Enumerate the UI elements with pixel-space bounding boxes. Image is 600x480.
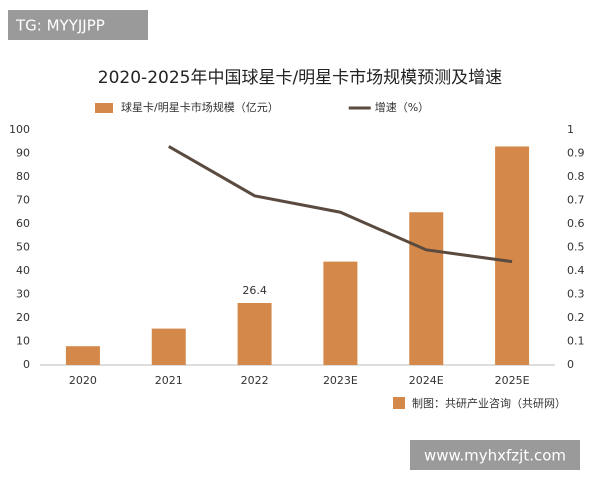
y2-tick-label: 0.3 bbox=[567, 288, 585, 301]
y-tick-label: 0 bbox=[23, 358, 30, 371]
x-tick-label: 2023E bbox=[323, 374, 358, 387]
watermark: www.myhxfzjt.com bbox=[424, 447, 566, 465]
x-tick-label: 2021 bbox=[155, 374, 183, 387]
x-tick-label: 2025E bbox=[495, 374, 530, 387]
watermark-box bbox=[410, 440, 580, 470]
bar bbox=[237, 302, 272, 365]
bar bbox=[323, 261, 358, 365]
y-tick-label: 20 bbox=[16, 311, 30, 324]
watermark-box bbox=[8, 10, 148, 40]
y2-tick-label: 0.8 bbox=[567, 170, 585, 183]
y2-tick-label: 1 bbox=[567, 123, 574, 136]
bar bbox=[409, 212, 444, 365]
watermark: TG: MYYJJPP bbox=[15, 17, 105, 35]
y-tick-label: 40 bbox=[16, 264, 30, 277]
data-label: 26.4 bbox=[242, 284, 267, 297]
x-tick-label: 2020 bbox=[69, 374, 97, 387]
x-tick-label: 2022 bbox=[241, 374, 269, 387]
y-tick-label: 30 bbox=[16, 288, 30, 301]
y2-tick-label: 0 bbox=[567, 358, 574, 371]
legend-swatch bbox=[95, 103, 113, 113]
source: 制图：共研产业咨询（共研网） bbox=[412, 396, 566, 410]
bar bbox=[495, 146, 530, 365]
y2-tick-label: 0.4 bbox=[567, 264, 585, 277]
y2-tick-label: 0.2 bbox=[567, 311, 585, 324]
bar bbox=[65, 346, 100, 365]
y2-tick-label: 0.9 bbox=[567, 147, 585, 160]
y-tick-label: 90 bbox=[16, 147, 30, 160]
y2-tick-label: 0.6 bbox=[567, 217, 585, 230]
y2-tick-label: 0.5 bbox=[567, 241, 585, 254]
x-tick-label: 2024E bbox=[409, 374, 444, 387]
source-icon bbox=[393, 397, 405, 409]
y-tick-label: 60 bbox=[16, 217, 30, 230]
y-tick-label: 70 bbox=[16, 194, 30, 207]
y2-tick-label: 0.1 bbox=[567, 335, 585, 348]
y2-tick-label: 0.7 bbox=[567, 194, 585, 207]
y-tick-label: 10 bbox=[16, 335, 30, 348]
legend-label: 增速（%） bbox=[375, 100, 429, 114]
chart-title: 2020-2025年中国球星卡/明星卡市场规模预测及增速 bbox=[98, 68, 502, 88]
y-tick-label: 50 bbox=[16, 241, 30, 254]
y-tick-label: 100 bbox=[9, 123, 30, 136]
bar bbox=[151, 328, 186, 365]
y-tick-label: 80 bbox=[16, 170, 30, 183]
legend-label: 球星卡/明星卡市场规模（亿元） bbox=[121, 100, 279, 114]
line bbox=[168, 145, 513, 264]
